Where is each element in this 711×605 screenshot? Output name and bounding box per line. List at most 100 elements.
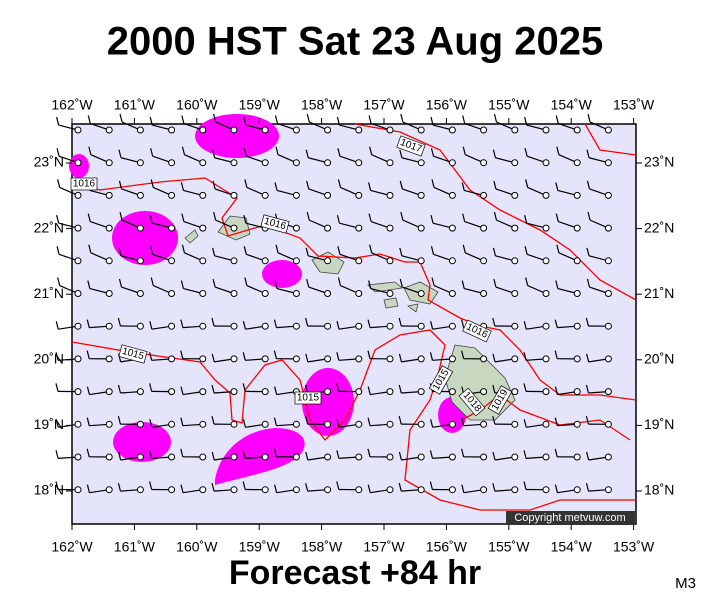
map-title: 2000 HST Sat 23 Aug 2025 xyxy=(107,20,604,64)
station xyxy=(200,160,206,166)
station xyxy=(574,454,580,460)
barb-feather xyxy=(307,114,309,122)
station xyxy=(387,356,393,362)
station xyxy=(169,454,175,460)
station xyxy=(449,356,455,362)
station xyxy=(137,291,143,297)
station xyxy=(169,127,175,133)
station xyxy=(325,356,331,362)
station xyxy=(169,323,175,329)
station xyxy=(106,389,112,395)
station xyxy=(231,192,237,198)
station xyxy=(293,127,299,133)
station xyxy=(293,160,299,166)
station xyxy=(293,225,299,231)
station xyxy=(605,225,611,231)
station xyxy=(574,356,580,362)
station xyxy=(106,421,112,427)
station xyxy=(574,160,580,166)
station xyxy=(262,454,268,460)
station xyxy=(512,225,518,231)
station xyxy=(231,127,237,133)
station xyxy=(418,454,424,460)
station xyxy=(418,487,424,493)
station xyxy=(325,291,331,297)
station xyxy=(75,127,81,133)
station xyxy=(605,192,611,198)
station xyxy=(231,258,237,264)
station xyxy=(137,487,143,493)
barb-feather xyxy=(56,383,58,391)
station xyxy=(200,291,206,297)
station xyxy=(449,421,455,427)
station xyxy=(449,192,455,198)
station xyxy=(356,192,362,198)
lat-label: 19˚N xyxy=(644,416,674,432)
station xyxy=(512,291,518,297)
station xyxy=(169,421,175,427)
station xyxy=(231,323,237,329)
station xyxy=(543,225,549,231)
station xyxy=(356,127,362,133)
station xyxy=(325,487,331,493)
station xyxy=(605,356,611,362)
barb-feather xyxy=(56,321,58,329)
copyright: Copyright metvuw.com xyxy=(514,512,625,524)
station xyxy=(262,389,268,395)
lat-label: 18˚N xyxy=(34,482,64,498)
station xyxy=(293,421,299,427)
station xyxy=(231,225,237,231)
station xyxy=(481,160,487,166)
lon-label: 159˚W xyxy=(239,97,281,113)
station xyxy=(231,291,237,297)
station xyxy=(387,160,393,166)
station xyxy=(543,323,549,329)
station xyxy=(512,421,518,427)
station xyxy=(356,454,362,460)
station xyxy=(75,291,81,297)
barb-feather xyxy=(57,117,59,125)
station xyxy=(75,225,81,231)
isobar-label-text: 1016 xyxy=(73,179,96,190)
barb-feather xyxy=(463,116,465,124)
station xyxy=(169,258,175,264)
station xyxy=(137,160,143,166)
forecast-label: Forecast +84 hr xyxy=(229,554,481,592)
barb-feather xyxy=(57,246,59,254)
station xyxy=(387,127,393,133)
station xyxy=(449,127,455,133)
station xyxy=(387,421,393,427)
barb-feather xyxy=(588,114,590,122)
station xyxy=(262,291,268,297)
station xyxy=(356,356,362,362)
lat-label: 23˚N xyxy=(34,154,64,170)
station xyxy=(605,389,611,395)
station xyxy=(481,454,487,460)
station xyxy=(356,487,362,493)
station xyxy=(481,356,487,362)
barb-feather xyxy=(401,114,403,122)
station xyxy=(481,487,487,493)
station xyxy=(325,421,331,427)
station xyxy=(137,225,143,231)
station xyxy=(293,487,299,493)
station xyxy=(325,454,331,460)
station xyxy=(106,323,112,329)
station xyxy=(543,160,549,166)
station xyxy=(106,356,112,362)
station xyxy=(106,127,112,133)
station xyxy=(387,487,393,493)
station xyxy=(481,127,487,133)
station xyxy=(169,291,175,297)
station xyxy=(137,258,143,264)
station xyxy=(106,487,112,493)
lon-label: 153˚W xyxy=(613,97,655,113)
barb-feather xyxy=(88,116,90,124)
station xyxy=(169,192,175,198)
station xyxy=(325,127,331,133)
station xyxy=(574,127,580,133)
station xyxy=(262,127,268,133)
station xyxy=(605,258,611,264)
station xyxy=(200,323,206,329)
station xyxy=(169,389,175,395)
